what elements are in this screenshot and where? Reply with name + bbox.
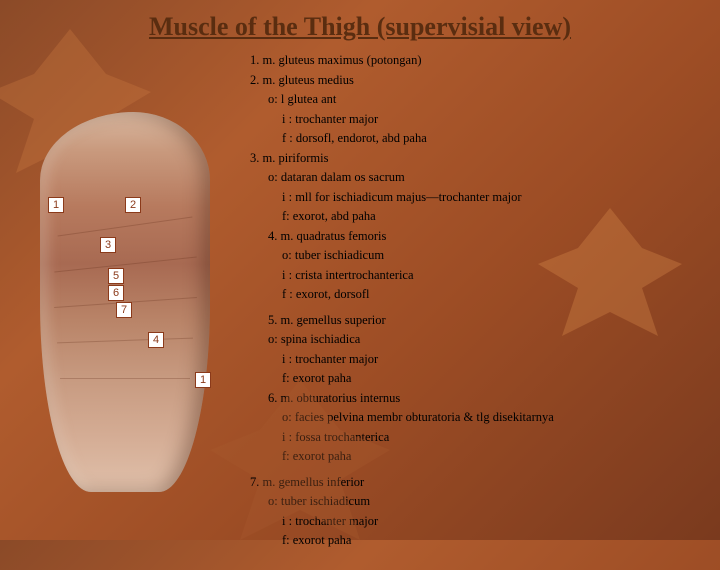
figure-label-7: 4 bbox=[148, 332, 164, 348]
figure-label-6: 7 bbox=[116, 302, 132, 318]
entry-2-head: 2. m. gluteus medius bbox=[250, 72, 700, 90]
bg-leaf-2 bbox=[530, 200, 690, 360]
figure-label-8: 1 bbox=[195, 372, 211, 388]
figure-label-5: 6 bbox=[108, 285, 124, 301]
bg-leaf-3 bbox=[200, 370, 400, 570]
entry-1-head: 1. m. gluteus maximus (potongan) bbox=[250, 52, 700, 70]
entry-2-i: i : trochanter major bbox=[250, 111, 700, 129]
figure-label-1: 1 bbox=[48, 197, 64, 213]
entry-3-o: o: dataran dalam os sacrum bbox=[250, 169, 700, 187]
figure-column: 1 2 3 5674 1 bbox=[30, 52, 230, 552]
figure-label-4: 5 bbox=[108, 268, 124, 284]
figure-label-2: 2 bbox=[125, 197, 141, 213]
figure-label-3: 3 bbox=[100, 237, 116, 253]
entry-2-f: f : dorsofl, endorot, abd paha bbox=[250, 130, 700, 148]
entry-2-o: o: l glutea ant bbox=[250, 91, 700, 109]
entry-3-head: 3. m. piriformis bbox=[250, 150, 700, 168]
